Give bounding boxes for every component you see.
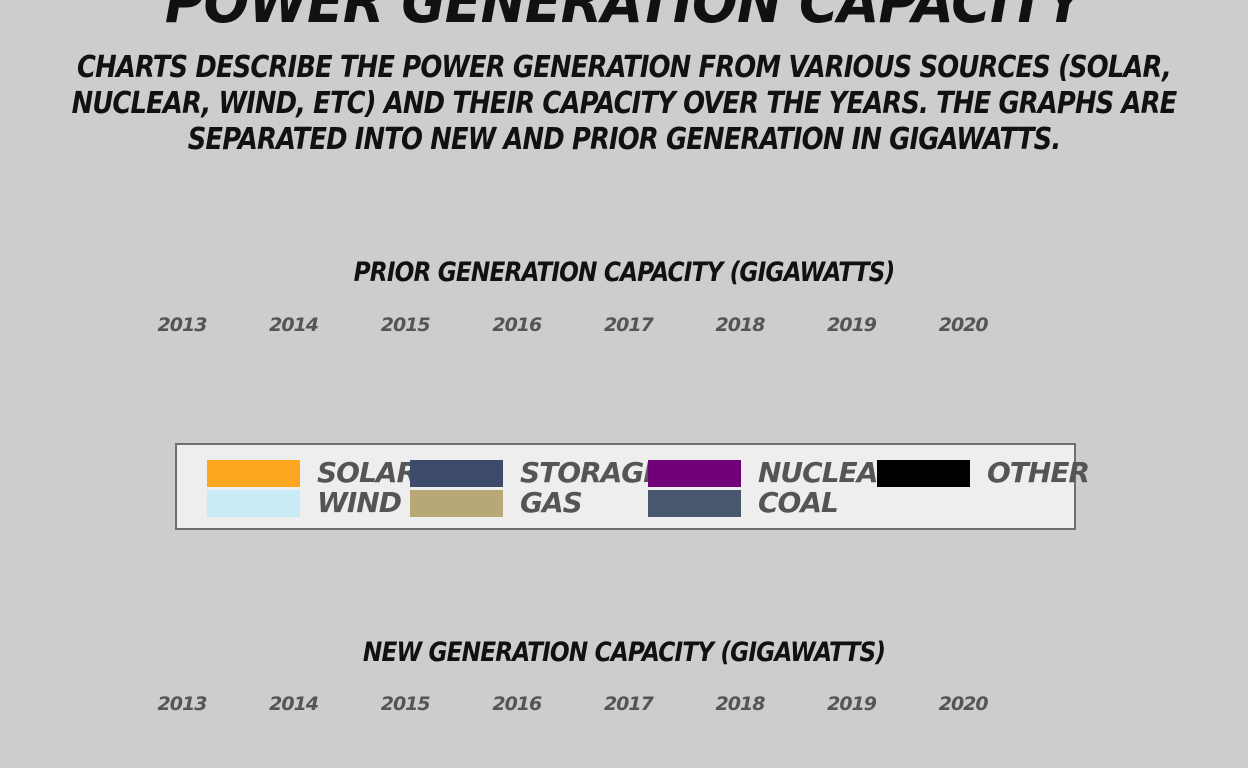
new-tick-2015: 2015 (380, 693, 431, 715)
prior-x-axis: 2013 2014 2015 2016 2017 2018 2019 2020 (0, 313, 1248, 337)
new-tick-2017: 2017 (603, 693, 654, 715)
prior-tick-2020: 2020 (938, 314, 989, 336)
prior-tick-2016: 2016 (492, 314, 542, 336)
legend-swatch-storage (410, 460, 503, 487)
legend-swatch-gas (410, 490, 503, 517)
prior-tick-2013: 2013 (157, 314, 208, 336)
new-tick-2013: 2013 (157, 693, 208, 715)
prior-tick-2018: 2018 (715, 314, 766, 336)
legend-label-coal: Coal (758, 486, 839, 519)
new-x-axis: 2013 2014 2015 2016 2017 2018 2019 2020 (0, 692, 1248, 716)
legend-label-storage: Storage (520, 456, 662, 489)
new-tick-2014: 2014 (269, 693, 319, 715)
new-tick-2020: 2020 (938, 693, 989, 715)
prior-tick-2017: 2017 (603, 314, 654, 336)
legend-swatch-solar (207, 460, 300, 487)
prior-chart-title: Prior Generation Capacity (Gigawatts) (353, 257, 896, 288)
page-description: Charts describe the power generation fro… (71, 50, 1178, 157)
legend-swatch-coal (648, 490, 741, 517)
prior-tick-2014: 2014 (269, 314, 319, 336)
prior-tick-2015: 2015 (380, 314, 431, 336)
legend-label-other: Other (987, 456, 1090, 489)
legend-label-wind: Wind (317, 486, 402, 519)
legend-swatch-wind (207, 490, 300, 517)
legend-label-solar: Solar (317, 456, 418, 489)
legend-label-nuclear: Nuclear (758, 456, 899, 489)
new-tick-2019: 2019 (827, 693, 877, 715)
legend: Solar Storage Nuclear Other Wind Gas Coa… (175, 443, 1090, 530)
prior-tick-2019: 2019 (827, 314, 877, 336)
page-title: Power Generation Capacity (164, 0, 1084, 36)
new-chart-title: New Generation Capacity (Gigawatts) (362, 637, 886, 668)
new-tick-2016: 2016 (492, 693, 542, 715)
legend-swatch-other (877, 460, 970, 487)
legend-label-gas: Gas (520, 486, 583, 519)
new-tick-2018: 2018 (715, 693, 766, 715)
legend-swatch-nuclear (648, 460, 741, 487)
